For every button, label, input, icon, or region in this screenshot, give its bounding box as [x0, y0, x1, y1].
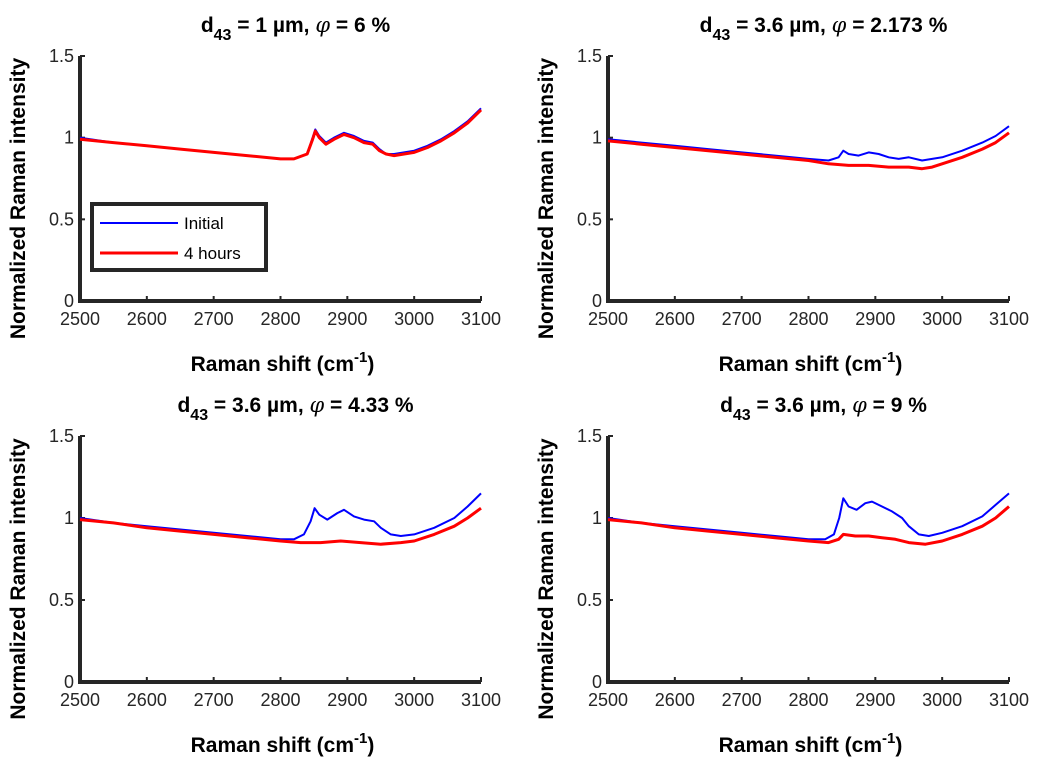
- x-tick-label: 3000: [394, 309, 434, 329]
- x-tick-label: 2700: [194, 690, 234, 710]
- subplot-1: 2500 2600 2700 2800 2900 3000 3100 0 0.5 1 1.5 d43 …: [7, 13, 501, 376]
- y-tick-label: 1.5: [49, 46, 74, 66]
- y-tick-label: 0.5: [49, 590, 74, 610]
- y-tick-label: 0.5: [577, 590, 602, 610]
- x-tick-label: 2600: [655, 690, 695, 710]
- subplot-2: 2500 2600 2700 2800 2900 3000 3100 0 0.5 1 1.5 d43 …: [535, 13, 1029, 376]
- subplot-title: d43 = 3.6 µm, φ = 2.173 %: [700, 13, 948, 44]
- y-tick-label: 1.5: [577, 46, 602, 66]
- subplot-title: d43 = 3.6 µm, φ = 4.33 %: [177, 393, 413, 424]
- subplot-title: d43 = 1 µm, φ = 6 %: [201, 13, 391, 44]
- y-tick-label: 1: [64, 128, 74, 148]
- x-tick-label: 2700: [722, 309, 762, 329]
- x-tick-label: 2600: [127, 309, 167, 329]
- x-tick-label: 2500: [60, 309, 100, 329]
- x-tick-label: 2900: [327, 309, 367, 329]
- legend-label-initial: Initial: [184, 214, 224, 233]
- y-tick-label: 1: [592, 508, 602, 528]
- x-tick-label: 3000: [394, 690, 434, 710]
- series-line-4-hours: [79, 506, 482, 546]
- series-line-initial: [607, 492, 1010, 541]
- y-tick-label: 1.5: [577, 426, 602, 446]
- x-tick-label: 2900: [855, 309, 895, 329]
- subplot-3: 2500 2600 2700 2800 2900 3000 3100 0 0.5 1 1.5 d43 …: [7, 393, 501, 757]
- legend-box: [90, 202, 268, 272]
- y-axis-label: Normalized Raman intensity: [7, 438, 30, 720]
- x-tick-label: 2900: [855, 690, 895, 710]
- y-tick-label: 1: [592, 128, 602, 148]
- x-tick-label: 2600: [127, 690, 167, 710]
- y-axis-label: Normalized Raman intensity: [535, 58, 558, 340]
- y-tick-label: 0: [592, 291, 602, 311]
- series-line-4-hours: [607, 131, 1010, 171]
- legend: Initial 4 hours: [90, 202, 268, 272]
- x-tick-label: 2700: [722, 690, 762, 710]
- series-line-4-hours: [79, 108, 483, 161]
- x-tick-label: 2500: [588, 690, 628, 710]
- x-tick-label: 3100: [989, 309, 1029, 329]
- series-line-4-hours: [607, 505, 1010, 546]
- x-tick-label: 2500: [588, 309, 628, 329]
- x-tick-label: 2800: [788, 690, 828, 710]
- y-tick-label: 0.5: [577, 209, 602, 229]
- series-line-initial: [607, 125, 1010, 162]
- y-tick-label: 0: [592, 672, 602, 692]
- x-tick-label: 3000: [922, 309, 962, 329]
- x-axis-label: Raman shift (cm-1): [719, 349, 903, 376]
- x-tick-label: 2900: [327, 690, 367, 710]
- y-axis-label: Normalized Raman intensity: [535, 438, 558, 720]
- y-tick-label: 0: [64, 291, 74, 311]
- x-axis-label: Raman shift (cm-1): [719, 730, 903, 757]
- x-tick-label: 3100: [461, 309, 501, 329]
- x-tick-label: 3000: [922, 690, 962, 710]
- y-tick-label: 1.5: [49, 426, 74, 446]
- y-tick-label: 0.5: [49, 209, 74, 229]
- legend-label-4-hours: 4 hours: [184, 244, 241, 263]
- subplot-4: 2500 2600 2700 2800 2900 3000 3100 0 0.5 1 1.5 d43 …: [535, 393, 1029, 757]
- x-tick-label: 3100: [989, 690, 1029, 710]
- subplot-title: d43 = 3.6 µm, φ = 9 %: [720, 393, 927, 424]
- y-tick-label: 1: [64, 508, 74, 528]
- y-tick-label: 0: [64, 672, 74, 692]
- x-axis-label: Raman shift (cm-1): [191, 349, 375, 376]
- x-tick-label: 2500: [60, 690, 100, 710]
- x-tick-label: 2600: [655, 309, 695, 329]
- x-axis-label: Raman shift (cm-1): [191, 730, 375, 757]
- y-axis-label: Normalized Raman intensity: [7, 58, 30, 340]
- x-tick-label: 2700: [194, 309, 234, 329]
- series-line-initial: [79, 492, 482, 541]
- x-tick-label: 2800: [260, 309, 300, 329]
- x-tick-label: 2800: [260, 690, 300, 710]
- x-tick-label: 3100: [461, 690, 501, 710]
- x-tick-label: 2800: [788, 309, 828, 329]
